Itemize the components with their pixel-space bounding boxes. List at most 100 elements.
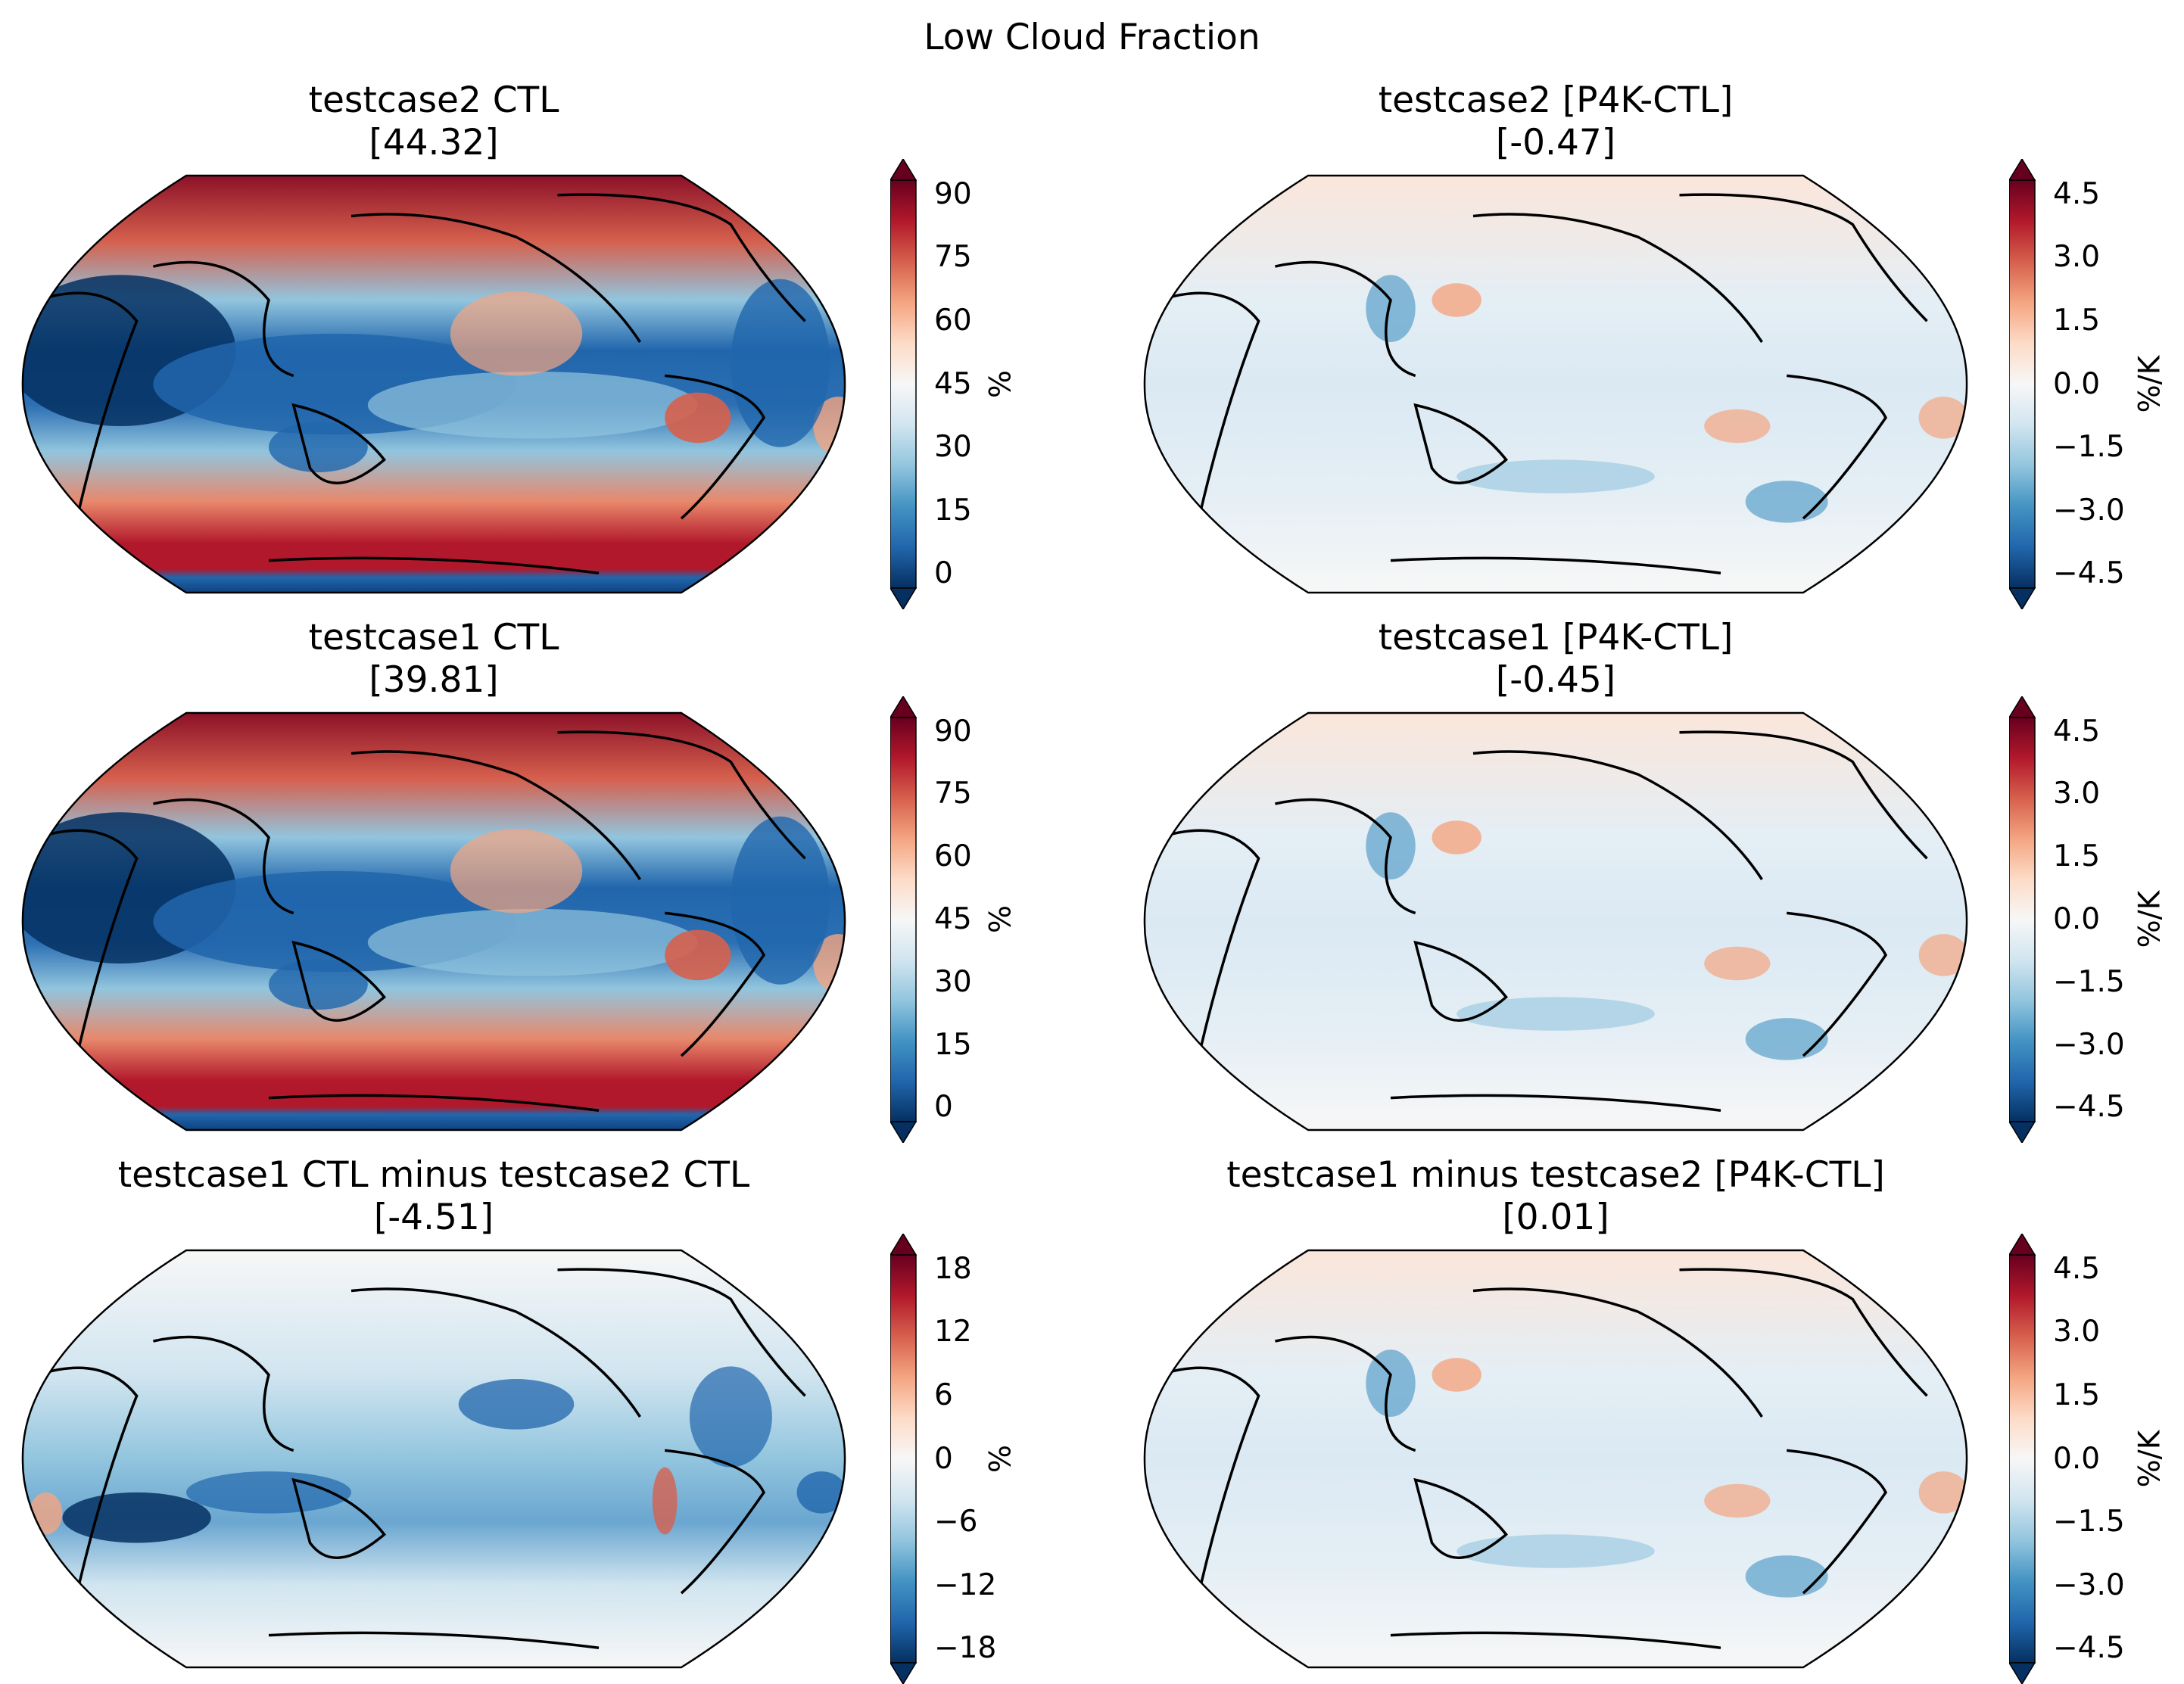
- colorbar-tick-label: 0.0: [2053, 1441, 2101, 1476]
- map-panel-4: [1143, 711, 1968, 1131]
- colorbar-tick-label: 0: [934, 556, 953, 591]
- contour-region: [29, 1492, 63, 1535]
- colorbar-tick-label: −4.5: [2053, 556, 2125, 591]
- coastline: [1787, 374, 1888, 520]
- coastline: [1679, 193, 1928, 322]
- colorbar-tick-label: 15: [934, 493, 972, 528]
- coastline: [1159, 1366, 1260, 1586]
- panel-title: testcase1 [P4K-CTL] [-0.45]: [1101, 617, 2010, 702]
- colorbar-tick-label: −4.5: [2053, 1090, 2125, 1125]
- contour-region: [269, 422, 368, 473]
- coastline: [665, 911, 766, 1057]
- contour-field: [1144, 713, 1967, 1130]
- colorbar-4: [2009, 696, 2036, 1143]
- colorbar-body: [2009, 1254, 2036, 1664]
- colorbar-extend-min: [890, 1662, 918, 1684]
- colorbar-tick-label: 60: [934, 303, 972, 338]
- colorbar-extend-min: [890, 1121, 918, 1143]
- panel-title: testcase1 CTL minus testcase2 CTL [-4.51]: [0, 1154, 888, 1239]
- map-boundary: [21, 1249, 846, 1669]
- colorbar-units-label: %/K: [2133, 890, 2167, 948]
- map-boundary: [1143, 1249, 1968, 1669]
- colorbar-tick-label: 3.0: [2053, 1315, 2101, 1349]
- coastline: [1390, 1094, 1721, 1112]
- contour-region: [1704, 409, 1771, 444]
- contour-region: [62, 1492, 211, 1543]
- colorbar-extend-min: [2009, 587, 2036, 609]
- contour-region: [1745, 481, 1828, 523]
- map-panel-3: [21, 711, 846, 1131]
- panel-global-mean: [0.01]: [1502, 1197, 1609, 1238]
- colorbar-tick-label: 1.5: [2053, 303, 2101, 338]
- coastline: [1159, 291, 1260, 511]
- map-panel-6: [1143, 1249, 1968, 1669]
- contour-region: [1457, 459, 1655, 493]
- contour-field: [1144, 1250, 1967, 1667]
- coastline: [1679, 730, 1928, 860]
- colorbar-2: [2009, 159, 2036, 609]
- colorbar-tick-label: −1.5: [2053, 964, 2125, 999]
- coastline: [1275, 1335, 1416, 1452]
- figure-title: Low Cloud Fraction: [924, 17, 1260, 58]
- coastline: [37, 1366, 139, 1586]
- coastline: [291, 1477, 387, 1559]
- panel-title-text: testcase2 [P4K-CTL]: [1378, 79, 1734, 121]
- contour-region: [367, 371, 698, 439]
- panel-global-mean: [-0.47]: [1495, 122, 1616, 163]
- coastline: [557, 193, 806, 322]
- coastline: [557, 730, 806, 860]
- coastline: [1275, 798, 1416, 915]
- contour-region: [1745, 1018, 1828, 1060]
- colorbar-tick-label: 90: [934, 176, 972, 211]
- colorbar-extend-max: [2009, 696, 2036, 718]
- map-boundary: [21, 174, 846, 594]
- coastline: [665, 1449, 766, 1595]
- panel-title-text: testcase1 CTL minus testcase2 CTL: [117, 1154, 750, 1196]
- contour-region: [1457, 1534, 1655, 1568]
- colorbar-tick-label: 0.0: [2053, 366, 2101, 401]
- coastline: [291, 403, 387, 484]
- colorbar-tick-label: −3.0: [2053, 1027, 2125, 1062]
- colorbar-tick-label: 45: [934, 902, 972, 936]
- colorbar-tick-label: 0: [934, 1441, 953, 1476]
- contour-region: [1704, 946, 1771, 981]
- contour-region: [1432, 1358, 1481, 1392]
- colorbar-body: [2009, 717, 2036, 1122]
- panel-title-text: testcase1 [P4K-CTL]: [1378, 617, 1734, 658]
- coastline: [557, 1268, 806, 1397]
- contour-region: [1918, 1471, 1967, 1514]
- colorbar-tick-label: −12: [934, 1567, 997, 1602]
- contour-region: [1704, 1483, 1771, 1518]
- coastline: [268, 1631, 600, 1649]
- contour-region: [1745, 1555, 1828, 1598]
- map-panel-2: [1143, 174, 1968, 594]
- colorbar-tick-label: 45: [934, 366, 972, 401]
- colorbar-tick-label: 3.0: [2053, 777, 2101, 811]
- colorbar-tick-label: 18: [934, 1251, 972, 1286]
- panel-title: testcase1 CTL [39.81]: [0, 617, 888, 702]
- coastline: [1413, 940, 1509, 1022]
- contour-region: [1918, 934, 1967, 976]
- panel-title-text: testcase1 CTL: [308, 617, 559, 658]
- colorbar-tick-label: −18: [934, 1631, 997, 1666]
- panel-title-text: testcase2 CTL: [308, 79, 559, 121]
- colorbar-1: [890, 159, 918, 609]
- coastline: [1275, 260, 1416, 378]
- contour-region: [450, 829, 583, 914]
- colorbar-extend-max: [890, 696, 918, 718]
- colorbar-6: [2009, 1234, 2036, 1684]
- panel-global-mean: [44.32]: [369, 122, 499, 163]
- coastline: [268, 1094, 600, 1112]
- colorbar-tick-label: 0: [934, 1090, 953, 1125]
- contour-region: [1366, 1349, 1416, 1417]
- colorbar-extend-min: [2009, 1121, 2036, 1143]
- colorbar-body: [2009, 179, 2036, 589]
- colorbar-units-label: %/K: [2133, 355, 2167, 412]
- colorbar-tick-label: 3.0: [2053, 240, 2101, 275]
- colorbar-tick-label: 1.5: [2053, 1377, 2101, 1412]
- colorbar-tick-label: −3.0: [2053, 1567, 2125, 1602]
- colorbar-3: [890, 696, 918, 1143]
- colorbar-units-label: %: [983, 369, 1018, 398]
- coastline: [350, 750, 641, 880]
- contour-region: [1432, 283, 1481, 317]
